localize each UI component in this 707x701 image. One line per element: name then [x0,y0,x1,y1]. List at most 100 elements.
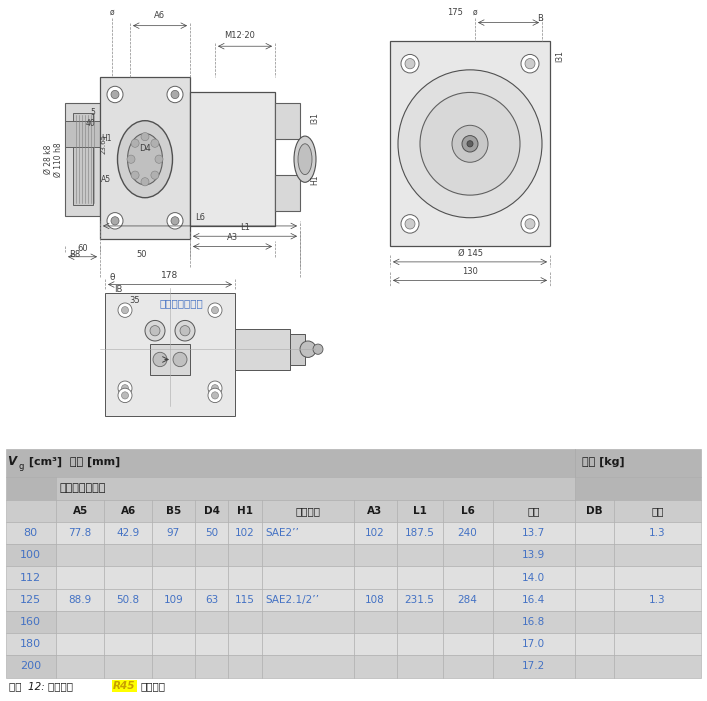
Bar [262,655,354,678]
Bar [105,522,152,544]
Bar [228,544,262,566]
Text: H1: H1 [310,175,320,185]
Bar [195,500,228,522]
Text: L6: L6 [195,213,205,222]
Bar [152,655,195,678]
Bar [105,611,152,633]
Bar [235,329,290,369]
Bar [493,522,575,544]
Circle shape [118,303,132,318]
Bar [56,566,105,589]
Bar [397,633,443,655]
Ellipse shape [117,121,173,198]
Bar [614,589,701,611]
Text: 109: 109 [163,595,183,605]
Bar [493,633,575,655]
Bar [6,500,56,522]
Bar [195,633,228,655]
Text: 42.9: 42.9 [117,528,140,538]
Text: B8: B8 [69,250,81,259]
Bar [262,589,354,611]
Text: 选装件：限压阀: 选装件：限压阀 [160,298,204,308]
Bar [575,449,701,477]
Bar [262,522,354,544]
Text: D4: D4 [139,144,151,154]
Bar [443,633,493,655]
Bar [443,611,493,633]
Circle shape [173,353,187,367]
Circle shape [131,139,139,147]
Circle shape [462,135,478,152]
Bar [195,589,228,611]
Text: 23.65: 23.65 [101,134,107,154]
Bar [354,522,397,544]
Bar [575,611,614,633]
Text: 1.3: 1.3 [649,595,666,605]
Circle shape [452,125,488,162]
Bar [275,103,300,139]
Text: B: B [537,14,543,23]
Bar [228,611,262,633]
Circle shape [420,93,520,195]
Circle shape [107,212,123,229]
Text: 50.8: 50.8 [117,595,140,605]
Bar [195,566,228,589]
Bar [262,544,354,566]
Bar [354,611,397,633]
Circle shape [208,381,222,395]
Circle shape [525,59,535,69]
Bar [228,633,262,655]
Bar [190,93,275,226]
Text: 16.8: 16.8 [522,617,545,627]
Bar [443,544,493,566]
Bar [105,589,152,611]
Bar [152,633,195,655]
Text: A6: A6 [120,506,136,516]
Text: ø: ø [110,8,115,17]
Bar [56,611,105,633]
Text: A6: A6 [154,11,165,20]
Text: 重量 [kg]: 重量 [kg] [582,456,624,467]
Circle shape [145,320,165,341]
Bar [105,633,152,655]
Circle shape [122,385,129,392]
Circle shape [211,306,218,314]
Bar [614,500,701,522]
Circle shape [521,215,539,233]
Text: M12·20: M12·20 [225,32,255,41]
Circle shape [313,344,323,354]
Bar [493,566,575,589]
Text: 125: 125 [20,595,41,605]
Circle shape [401,215,419,233]
Bar [575,566,614,589]
Text: 法兰尺寸: 法兰尺寸 [295,506,320,516]
Bar [262,633,354,655]
Text: ø: ø [473,8,477,17]
Bar [195,544,228,566]
Text: 表格  12: 结构尺寸: 表格 12: 结构尺寸 [9,681,76,691]
Bar [152,611,195,633]
Text: 吸入和压力接口: 吸入和压力接口 [59,484,105,494]
Text: 115: 115 [235,595,255,605]
Bar [354,655,397,678]
Bar [105,293,235,416]
Text: H1: H1 [101,134,111,143]
Text: θ: θ [110,273,115,282]
Text: 175: 175 [447,8,463,17]
Bar [354,566,397,589]
Bar [575,589,614,611]
Circle shape [208,303,222,318]
Bar [73,113,93,205]
Text: D4: D4 [204,506,220,516]
Bar [290,334,305,365]
Circle shape [401,55,419,73]
Bar [195,611,228,633]
Bar [6,477,56,500]
Bar [397,589,443,611]
Circle shape [141,177,149,186]
Text: 40: 40 [86,118,95,128]
Bar [575,522,614,544]
Text: 16.4: 16.4 [522,595,545,605]
Bar [614,611,701,633]
Bar [6,522,56,544]
